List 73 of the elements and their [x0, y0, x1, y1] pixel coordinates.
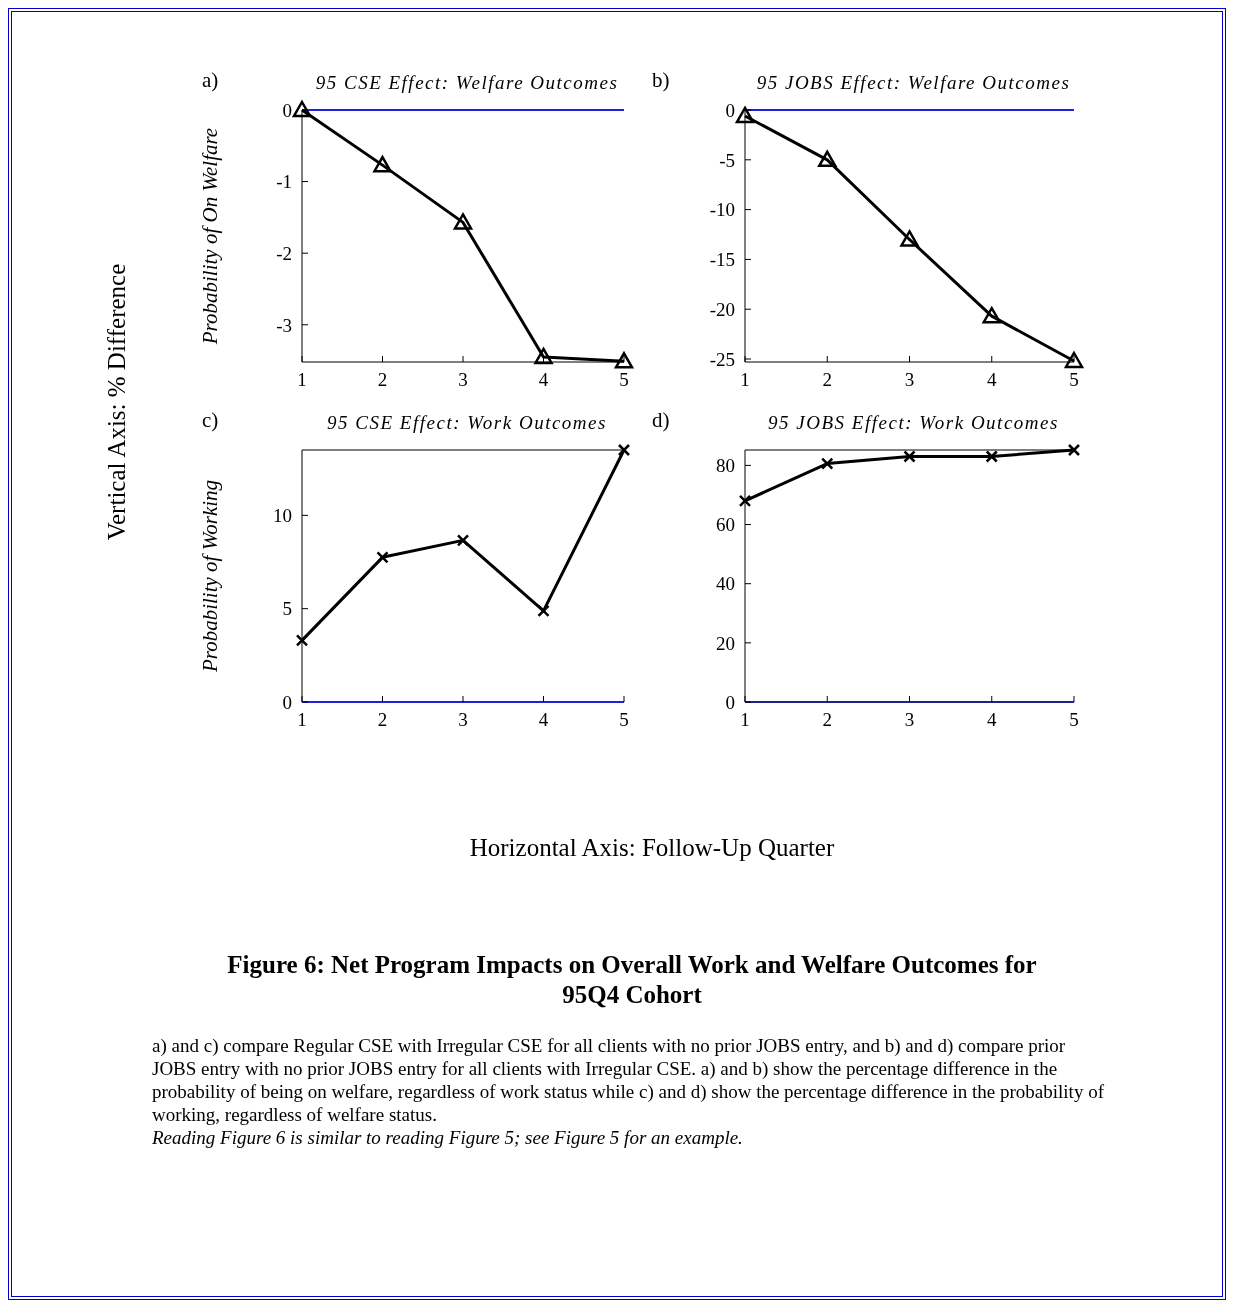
chart-title: 95 CSE Effect: Work Outcomes	[326, 412, 608, 434]
text: c)	[202, 408, 219, 433]
point	[292, 100, 312, 118]
x-tick-label: 2	[377, 369, 388, 391]
x-tick-label: 5	[1069, 369, 1079, 391]
y-tick-label: -15	[709, 249, 735, 271]
x-tick-label: 2	[377, 709, 388, 731]
point	[456, 534, 470, 547]
point	[1064, 351, 1084, 369]
text: Vertical Axis: % Difference	[103, 263, 131, 541]
x-tick-label: 4	[987, 369, 997, 391]
point	[821, 457, 834, 470]
y-tick-label: -20	[709, 298, 735, 320]
text: Horizontal Axis: Follow-Up Quarter	[468, 834, 836, 862]
y-tick-label: 60	[716, 514, 735, 536]
x-tick-label: 4	[538, 709, 549, 731]
x-tick-label: 1	[740, 369, 750, 391]
text: a) and c) compare Regular CSE with Irregular CSE for all clients with no prior JOBS entry, and b) and d) compare prior JOBS entry with no prior JOBS entry for all clients with Irregular CSE. a) and b) show the percentage difference in the probability of being on welfare, regardless of work status while c) and d) show the percentage difference in the probability of working, regardless of welfare status.	[152, 1034, 1105, 1126]
chart-title: 95 CSE Effect: Welfare Outcomes	[314, 72, 620, 94]
x-tick-label: 5	[619, 369, 629, 391]
x-tick-label: 2	[822, 369, 832, 391]
point	[534, 347, 553, 365]
chart-title: 95 JOBS Effect: Work Outcomes	[767, 412, 1060, 434]
point	[738, 494, 752, 508]
text: a)	[202, 68, 219, 93]
point	[982, 306, 1001, 324]
point	[985, 450, 998, 463]
y-tick-label: -25	[709, 348, 735, 370]
y-tick-label: 80	[716, 455, 735, 477]
point	[614, 352, 634, 369]
x-tick-label: 5	[619, 709, 629, 731]
point	[903, 450, 916, 463]
x-tick-label: 4	[987, 709, 997, 731]
x-tick-label: 3	[458, 369, 468, 391]
y-tick-label: -3	[276, 314, 292, 336]
point	[537, 604, 550, 618]
y-tick-label: -5	[719, 149, 735, 171]
point	[818, 150, 837, 168]
point	[373, 155, 392, 173]
y-axis-title: Probability of On Welfare	[198, 127, 223, 346]
y-tick-label: 5	[282, 598, 292, 620]
y-axis-title: Probability of Working	[198, 479, 223, 674]
text: b)	[652, 68, 670, 93]
x-tick-label: 1	[297, 369, 307, 391]
point	[735, 106, 755, 124]
y-tick-label: -1	[276, 171, 292, 193]
point	[617, 443, 631, 457]
y-tick-label: 0	[282, 99, 292, 121]
text: d)	[652, 408, 670, 433]
y-tick-label: 40	[716, 573, 735, 595]
y-tick-label: 0	[282, 691, 292, 713]
x-tick-label: 4	[538, 369, 549, 391]
text: Figure 6: Net Program Impacts on Overall Work and Welfare Outcomes for 95Q4 Cohort	[226, 950, 1038, 1010]
y-tick-label: -10	[709, 199, 735, 221]
x-tick-label: 1	[297, 709, 307, 731]
y-tick-label: 20	[716, 632, 735, 654]
x-tick-label: 3	[458, 709, 468, 731]
point	[295, 634, 309, 647]
x-tick-label: 3	[904, 709, 915, 731]
text: Reading Figure 6 is similar to reading Figure 5; see Figure 5 for an example.	[152, 1126, 744, 1149]
y-tick-label: 0	[725, 99, 735, 121]
y-tick-label: -2	[276, 242, 292, 264]
y-tick-label: 0	[725, 691, 735, 713]
x-tick-label: 5	[1069, 709, 1079, 731]
point	[900, 230, 919, 247]
y-tick-label: 10	[273, 505, 292, 527]
x-tick-label: 2	[822, 709, 832, 731]
x-tick-label: 3	[904, 369, 915, 391]
chart-title: 95 JOBS Effect: Welfare Outcomes	[755, 72, 1072, 94]
point	[376, 551, 389, 564]
point	[1067, 443, 1081, 457]
point	[453, 213, 473, 230]
x-tick-label: 1	[740, 709, 750, 731]
